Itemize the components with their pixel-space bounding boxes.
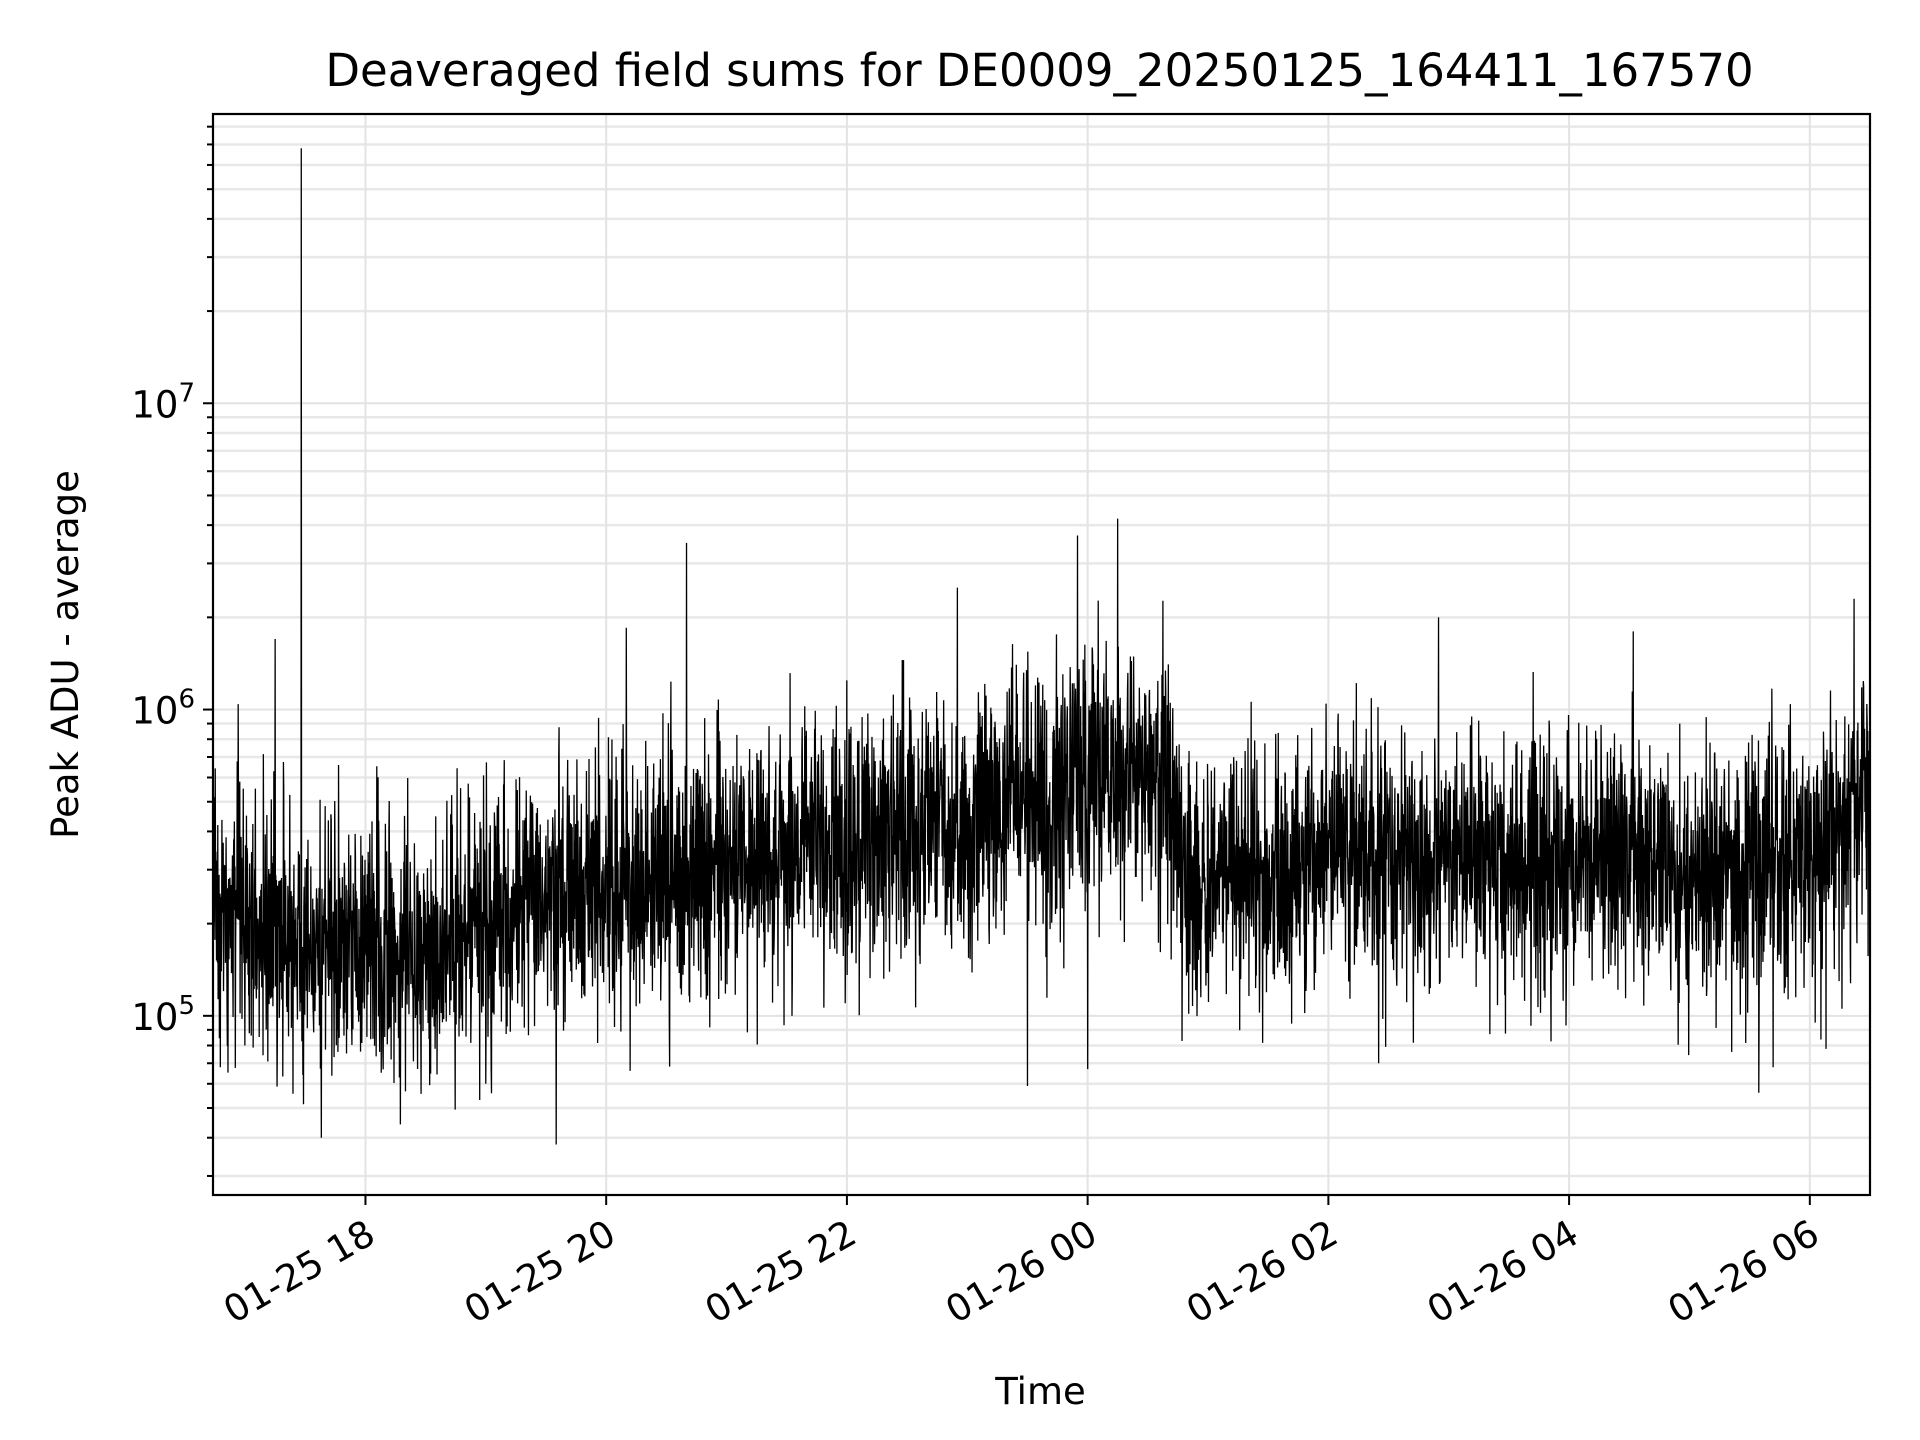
x-axis-label: Time <box>994 1370 1086 1413</box>
x-tick-label: 01-26 04 <box>1420 1212 1586 1332</box>
x-tick-label: 01-25 22 <box>698 1212 864 1332</box>
series-line-peak-adu <box>212 148 1871 1145</box>
x-tick-label: 01-26 02 <box>1179 1212 1345 1332</box>
grid <box>213 114 1870 1195</box>
x-tick-label: 01-25 20 <box>457 1212 623 1332</box>
y-axis-label: Peak ADU - average <box>44 470 87 839</box>
y-tick-label: 105 <box>131 991 195 1039</box>
y-tick-label: 106 <box>131 685 195 733</box>
y-tick-label: 107 <box>131 378 195 426</box>
series-layer <box>212 148 1871 1145</box>
x-tick-label: 01-26 00 <box>939 1212 1105 1332</box>
chart-title: Deaveraged field sums for DE0009_2025012… <box>325 44 1753 97</box>
x-tick-label: 01-25 18 <box>216 1212 382 1332</box>
x-tick-label: 01-26 06 <box>1661 1212 1827 1332</box>
plot-frame <box>211 112 1872 1197</box>
